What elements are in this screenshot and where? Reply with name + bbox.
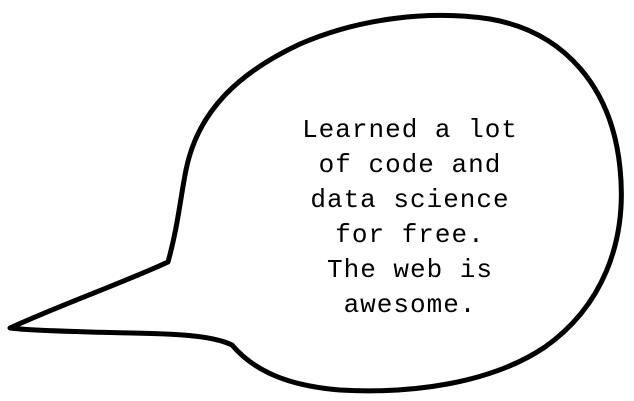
bubble-text-line: awesome. xyxy=(343,290,477,320)
bubble-text-line: of code and xyxy=(318,150,502,180)
bubble-text-line: for free. xyxy=(335,220,485,250)
speech-bubble-text: Learned a lot of code and data science f… xyxy=(250,113,570,323)
speech-bubble-path xyxy=(7,12,624,394)
bubble-text-line: data science xyxy=(310,185,510,215)
bubble-text-line: The web is xyxy=(326,255,494,285)
bubble-text-line: Learned a lot xyxy=(302,115,518,145)
